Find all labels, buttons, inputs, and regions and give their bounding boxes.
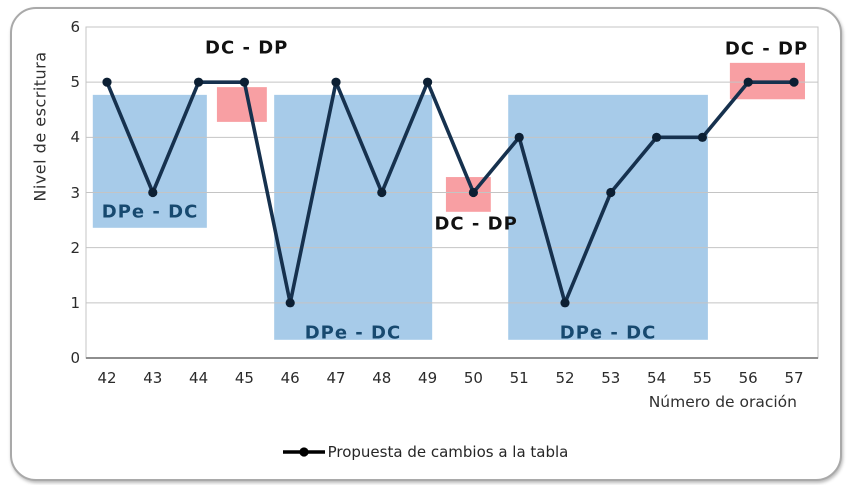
y-tick-0: 0: [70, 349, 80, 367]
annotation-dc-dp2: DC - DP: [724, 38, 809, 60]
y-tick-1: 1: [70, 293, 80, 312]
x-tick-45: 45: [234, 369, 254, 387]
data-point-57: [789, 77, 799, 87]
x-tick-56: 56: [738, 369, 758, 387]
y-tick-3: 3: [70, 183, 80, 202]
x-tick-46: 46: [280, 369, 300, 387]
data-point-46: [285, 298, 295, 308]
data-point-47: [331, 77, 341, 87]
data-point-48: [377, 187, 387, 198]
annotation-dc-dp0: DC - DP: [205, 37, 289, 59]
x-tick-54: 54: [647, 369, 667, 387]
y-tick-2: 2: [70, 238, 80, 257]
annotation-dpe-dc3: DPe - DC: [101, 201, 199, 223]
data-point-52: [560, 298, 570, 308]
data-point-56: [743, 77, 753, 87]
legend: Propuesta de cambios a la tabla: [0, 443, 850, 461]
data-point-44: [194, 77, 204, 87]
annotation-dpe-dc5: DPe - DC: [559, 322, 657, 344]
data-point-50: [468, 187, 478, 198]
x-tick-49: 49: [418, 369, 438, 387]
x-tick-57: 57: [784, 369, 804, 387]
annotation-dpe-dc4: DPe - DC: [304, 322, 402, 344]
data-point-54: [652, 132, 662, 142]
annotation-dc-dp1: DC - DP: [434, 213, 518, 235]
change-region-3: [216, 87, 267, 122]
y-tick-4: 4: [70, 128, 80, 147]
legend-line-marker-icon: [282, 447, 325, 457]
data-point-55: [697, 132, 708, 142]
x-tick-47: 47: [326, 369, 346, 387]
y-tick-6: 6: [70, 18, 80, 36]
x-tick-42: 42: [97, 369, 117, 387]
x-tick-53: 53: [601, 369, 621, 387]
x-tick-50: 50: [463, 369, 483, 387]
x-tick-51: 51: [509, 369, 529, 387]
y-axis-title: Nivel de escritura: [30, 51, 50, 202]
phase-region-0: [92, 94, 207, 228]
data-point-43: [148, 187, 158, 198]
data-point-42: [102, 77, 112, 87]
data-point-45: [239, 77, 249, 87]
x-tick-43: 43: [143, 369, 163, 387]
data-point-49: [423, 77, 433, 87]
data-point-53: [606, 187, 616, 198]
data-line: [105, 80, 796, 305]
data-point-51: [514, 132, 524, 142]
x-tick-44: 44: [189, 369, 209, 387]
x-tick-48: 48: [372, 369, 392, 387]
y-tick-5: 5: [70, 73, 80, 92]
x-tick-55: 55: [692, 369, 712, 387]
x-tick-52: 52: [555, 369, 575, 387]
x-axis-title: Número de oración: [648, 393, 797, 411]
legend-label: Propuesta de cambios a la tabla: [327, 443, 569, 461]
